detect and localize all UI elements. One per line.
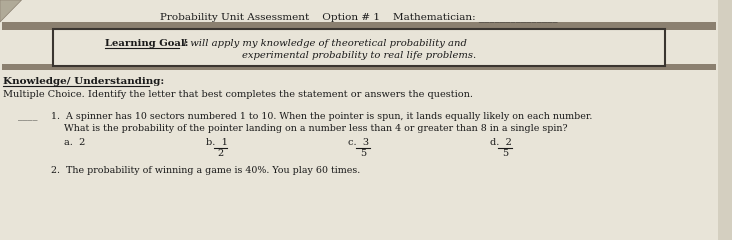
Text: ____: ____ — [18, 112, 37, 121]
Text: Learning Goal:: Learning Goal: — [105, 39, 188, 48]
Text: I will apply my knowledge of theoretical probability and: I will apply my knowledge of theoretical… — [180, 39, 467, 48]
Text: 1.  A spinner has 10 sectors numbered 1 to 10. When the pointer is spun, it land: 1. A spinner has 10 sectors numbered 1 t… — [51, 112, 592, 121]
Text: Multiple Choice. Identify the letter that best completes the statement or answer: Multiple Choice. Identify the letter tha… — [3, 90, 473, 99]
Text: b.  1: b. 1 — [206, 138, 228, 147]
Text: 5: 5 — [502, 149, 508, 158]
FancyBboxPatch shape — [53, 29, 665, 66]
Text: experimental probability to real life problems.: experimental probability to real life pr… — [242, 51, 476, 60]
Text: 2.  The probability of winning a game is 40%. You play 60 times.: 2. The probability of winning a game is … — [51, 166, 360, 175]
Text: 2: 2 — [217, 149, 224, 158]
Text: a.  2: a. 2 — [64, 138, 85, 147]
Text: 5: 5 — [360, 149, 366, 158]
Text: c.  3: c. 3 — [348, 138, 369, 147]
Text: Knowledge/ Understanding:: Knowledge/ Understanding: — [3, 77, 164, 86]
Text: d.  2: d. 2 — [490, 138, 512, 147]
Bar — [2, 64, 716, 70]
Text: Probability Unit Assessment    Option # 1    Mathematician: _______________: Probability Unit Assessment Option # 1 M… — [160, 12, 558, 22]
Bar — [2, 22, 716, 30]
Text: What is the probability of the pointer landing on a number less than 4 or greate: What is the probability of the pointer l… — [64, 124, 567, 133]
Polygon shape — [0, 0, 21, 22]
